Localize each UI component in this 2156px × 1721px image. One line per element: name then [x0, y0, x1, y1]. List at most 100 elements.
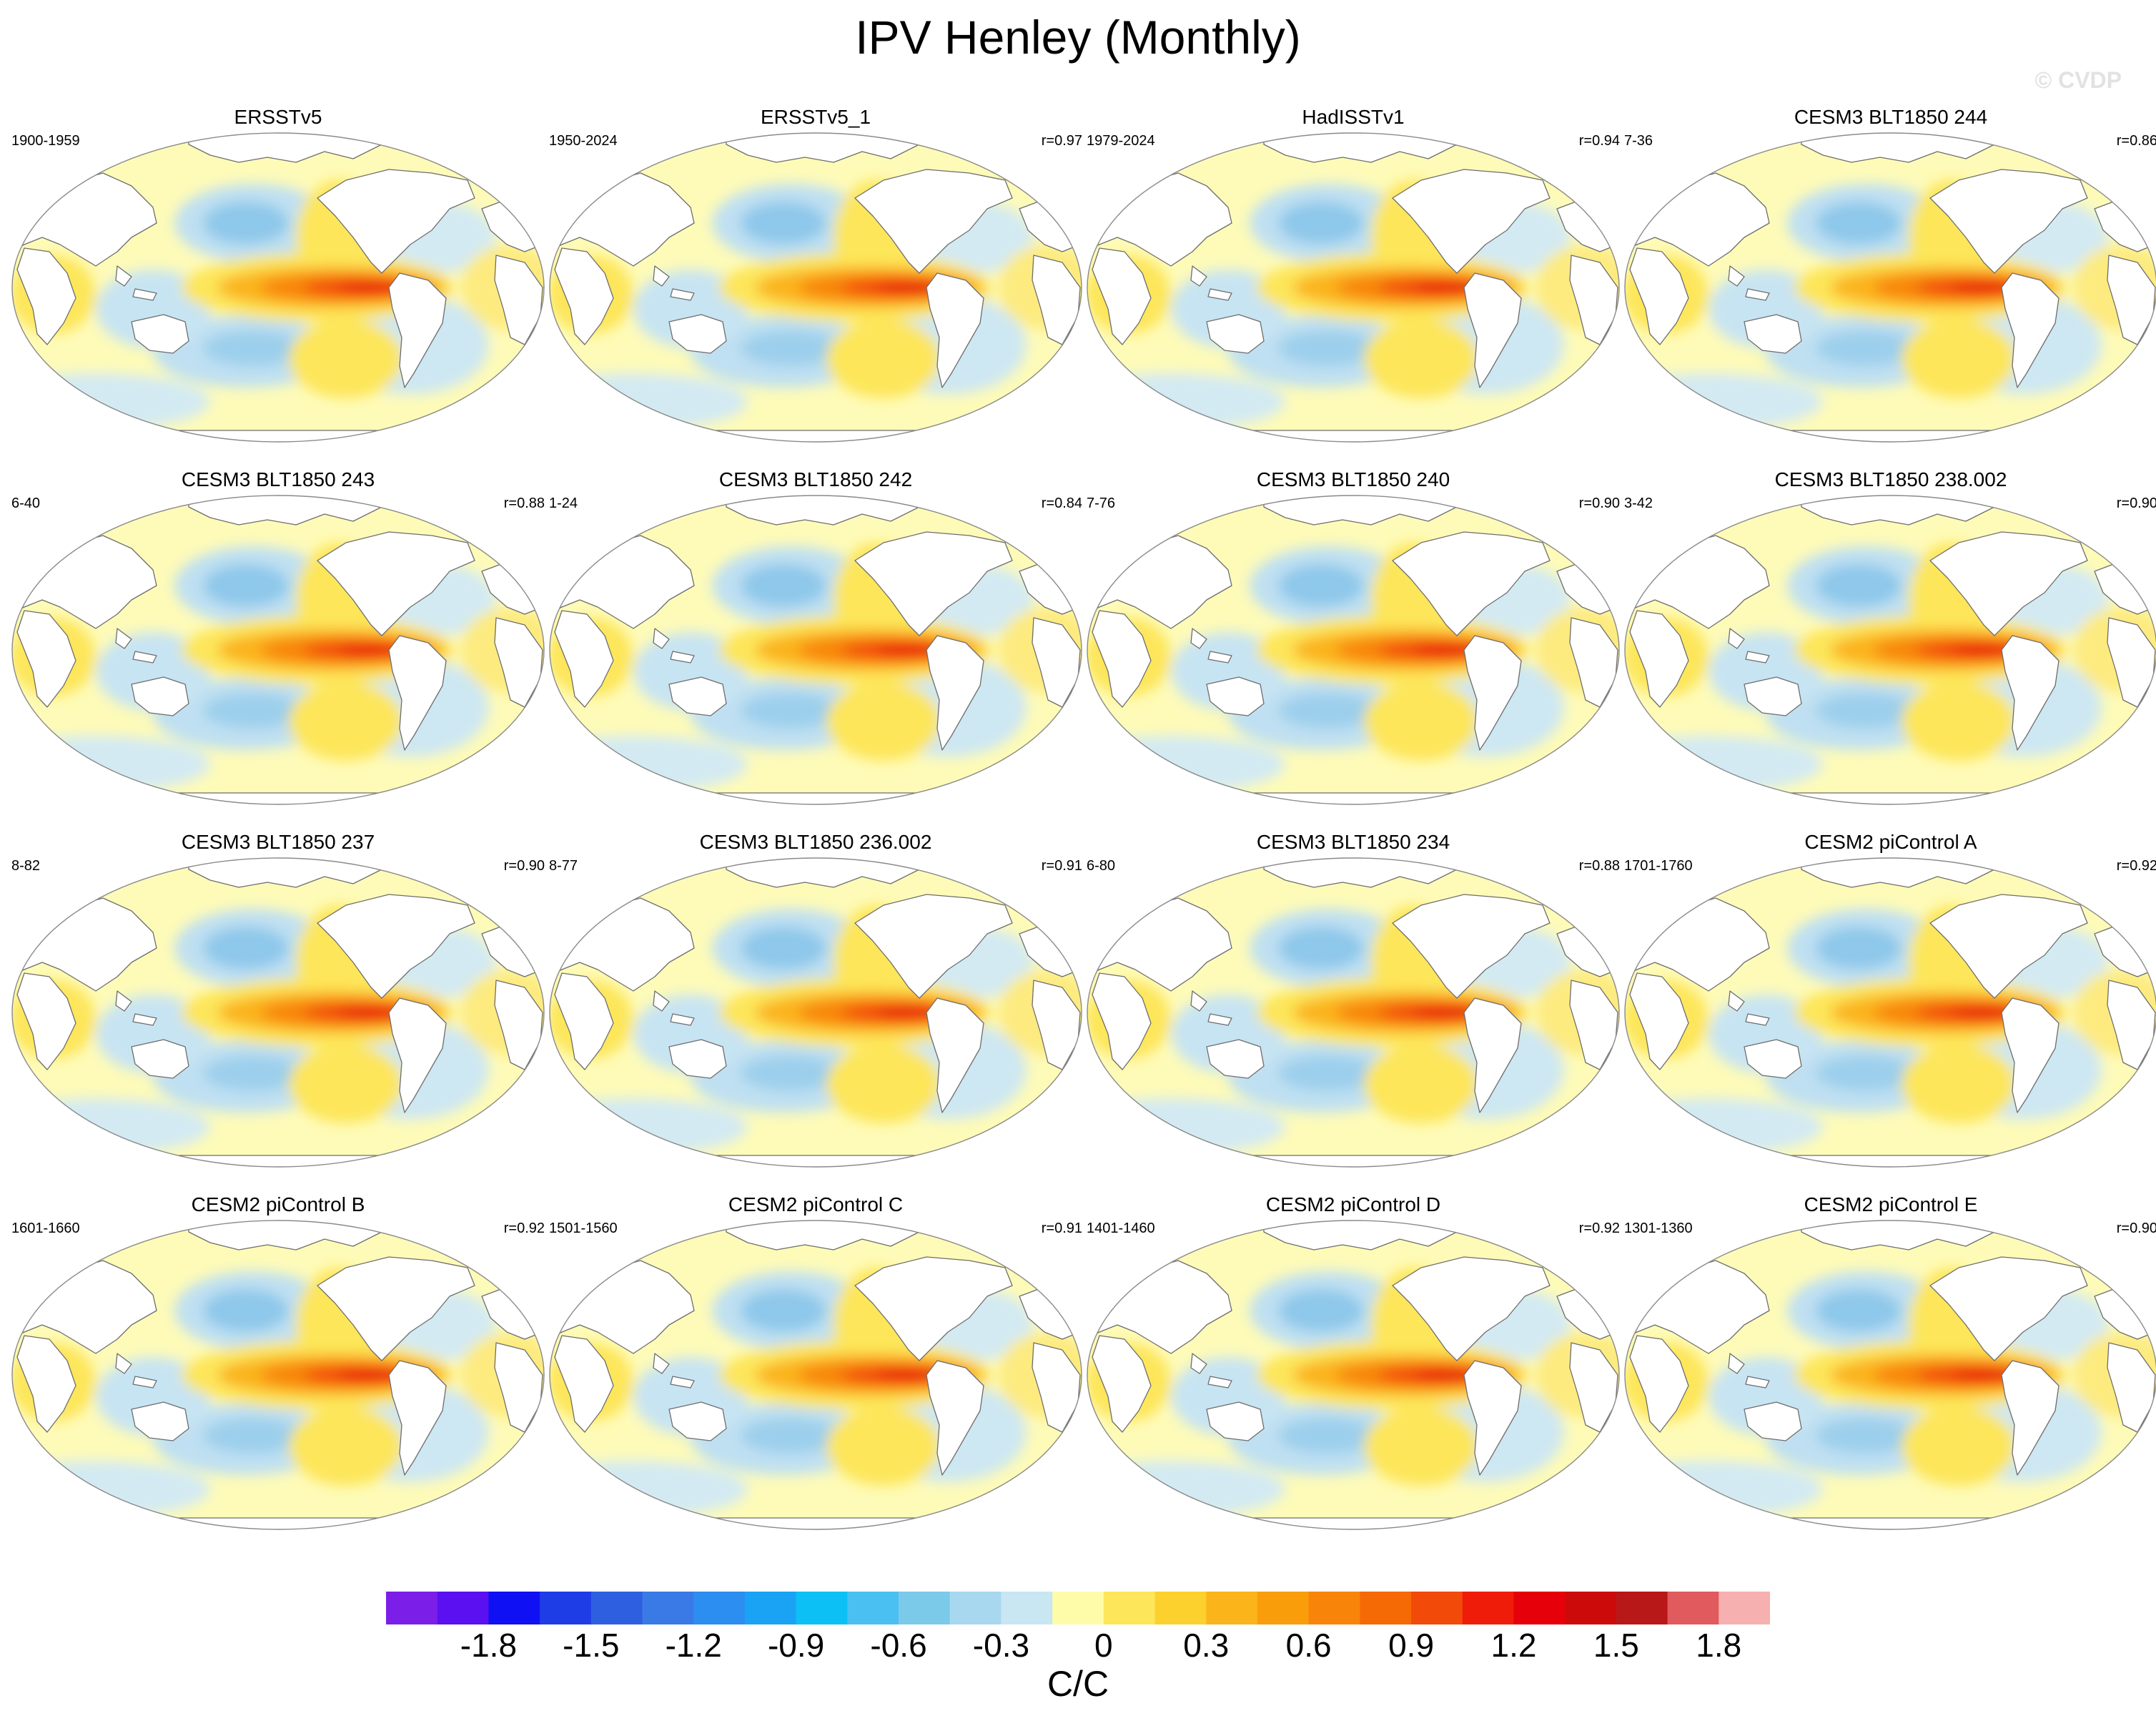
panel-period: 1401-1460 [1087, 1221, 1155, 1236]
map-svg [1624, 132, 2156, 443]
panel-title: CESM2 piControl B [191, 1193, 365, 1215]
colorbar-tick-label: 0.9 [1388, 1627, 1435, 1664]
map-panel: CESM2 piControl B 1601-1660 r=0.92 [10, 1193, 546, 1551]
map-frame [11, 1220, 545, 1530]
main-title: IPV Henley (Monthly) [855, 11, 1301, 64]
panel-correlation: r=0.92 [1578, 1221, 1620, 1236]
map-panel: CESM3 BLT1850 243 6-40 r=0.88 [10, 468, 546, 826]
map-frame [1624, 132, 2156, 443]
map-frame [1624, 1220, 2156, 1530]
panel-correlation: r=0.94 [1578, 133, 1620, 149]
colorbar-swatch [488, 1592, 540, 1624]
map-panel: CESM3 BLT1850 240 7-76 r=0.90 [1085, 468, 1621, 826]
panel-correlation: r=0.88 [503, 495, 545, 511]
panel-correlation: r=0.84 [1041, 495, 1082, 511]
map-panel: CESM2 piControl E 1301-1360 r=0.90 [1623, 1193, 2156, 1551]
watermark: © CVDP [2034, 67, 2122, 93]
map-frame [1087, 132, 1620, 443]
panel-title: CESM3 BLT1850 236.002 [699, 831, 932, 853]
map-frame [1624, 495, 2156, 805]
map-svg [11, 495, 545, 805]
panel-title: ERSSTv5_1 [760, 106, 871, 128]
map-panel: CESM3 BLT1850 234 6-80 r=0.88 [1085, 831, 1621, 1188]
colorbar-swatch [1616, 1592, 1668, 1624]
sst-field [1087, 495, 1619, 804]
panel-period: 6-40 [11, 495, 41, 511]
panel-period: 1501-1560 [549, 1221, 618, 1236]
sst-field [1087, 1221, 1619, 1529]
colorbar-swatch [1308, 1592, 1360, 1624]
map-svg [1624, 1220, 2156, 1530]
colorbar-swatch [949, 1592, 1002, 1624]
colorbar-swatch [540, 1592, 592, 1624]
colorbar-swatch [1103, 1592, 1156, 1624]
panel-correlation: r=0.86 [2116, 133, 2156, 149]
panel-title: ERSSTv5 [234, 106, 322, 128]
sst-field [12, 133, 544, 442]
colorbar [386, 1592, 1770, 1624]
colorbar-tick-label: 1.5 [1593, 1627, 1639, 1664]
sst-field [1087, 858, 1619, 1167]
colorbar-swatch [1513, 1592, 1566, 1624]
sst-field [12, 495, 544, 804]
map-svg [1087, 857, 1620, 1168]
continents [12, 858, 544, 1167]
sst-field [550, 495, 1082, 804]
sst-field [1087, 133, 1619, 442]
colorbar-tick-label: 1.2 [1490, 1627, 1537, 1664]
colorbar-swatch [1001, 1592, 1053, 1624]
map-svg [549, 857, 1082, 1168]
panel-correlation: r=0.92 [503, 1221, 545, 1236]
panel-title: CESM3 BLT1850 243 [181, 468, 375, 490]
panel-period: 6-80 [1087, 858, 1116, 874]
map-frame [549, 857, 1082, 1168]
panel-period: 1601-1660 [11, 1221, 80, 1236]
colorbar-swatch [1719, 1592, 1770, 1624]
colorbar-swatch [1565, 1592, 1617, 1624]
map-panel: CESM3 BLT1850 242 1-24 r=0.84 [548, 468, 1084, 826]
panel-period: 8-82 [11, 858, 41, 874]
panel-title: CESM3 BLT1850 242 [718, 468, 913, 490]
panel-period: 1701-1760 [1624, 858, 1693, 874]
map-svg [11, 857, 545, 1168]
sst-field [550, 858, 1082, 1167]
panel-correlation: r=0.90 [2116, 1221, 2156, 1236]
panel-period: 1950-2024 [549, 133, 618, 149]
panel-title: CESM3 BLT1850 237 [181, 831, 375, 853]
colorbar-swatch [642, 1592, 694, 1624]
panel-correlation: r=0.88 [1578, 858, 1620, 874]
sst-field [1625, 133, 2156, 442]
sst-field [550, 133, 1082, 442]
panel-title: CESM3 BLT1850 240 [1256, 468, 1450, 490]
map-svg [1087, 132, 1620, 443]
panel-period: 8-77 [549, 858, 578, 874]
map-panel: CESM2 piControl A 1701-1760 r=0.92 [1623, 831, 2156, 1188]
sst-field [1625, 1221, 2156, 1529]
map-frame [1087, 857, 1620, 1168]
colorbar-swatch [693, 1592, 746, 1624]
map-svg [1087, 495, 1620, 805]
map-svg [549, 1220, 1082, 1530]
colorbar-swatch [1257, 1592, 1310, 1624]
map-svg [549, 132, 1082, 443]
map-svg [549, 495, 1082, 805]
panel-correlation: r=0.90 [503, 858, 545, 874]
colorbar-tick-label: 0 [1094, 1627, 1113, 1664]
map-panel: CESM3 BLT1850 244 7-36 r=0.86 [1623, 106, 2156, 463]
panel-title: CESM3 BLT1850 244 [1794, 106, 1988, 128]
map-panel: CESM3 BLT1850 237 8-82 r=0.90 [10, 831, 546, 1188]
colorbar-swatch [1360, 1592, 1412, 1624]
map-frame [549, 1220, 1082, 1530]
map-svg [1087, 1220, 1620, 1530]
sst-field [12, 858, 544, 1167]
map-svg [11, 132, 545, 443]
colorbar-swatch [590, 1592, 643, 1624]
sst-field [1625, 858, 2156, 1167]
map-frame [11, 132, 545, 443]
colorbar-labels: -1.8 -1.5 -1.2 -0.9 -0.6 -0.3 0 0.3 0.6 0.9 1.2 1.5… [0, 1626, 2156, 1669]
sst-field [1625, 495, 2156, 804]
colorbar-tick-label: -1.5 [563, 1627, 620, 1664]
panel-correlation: r=0.90 [2116, 495, 2156, 511]
colorbar-tick-label: 0.3 [1183, 1627, 1230, 1664]
map-svg [1624, 495, 2156, 805]
